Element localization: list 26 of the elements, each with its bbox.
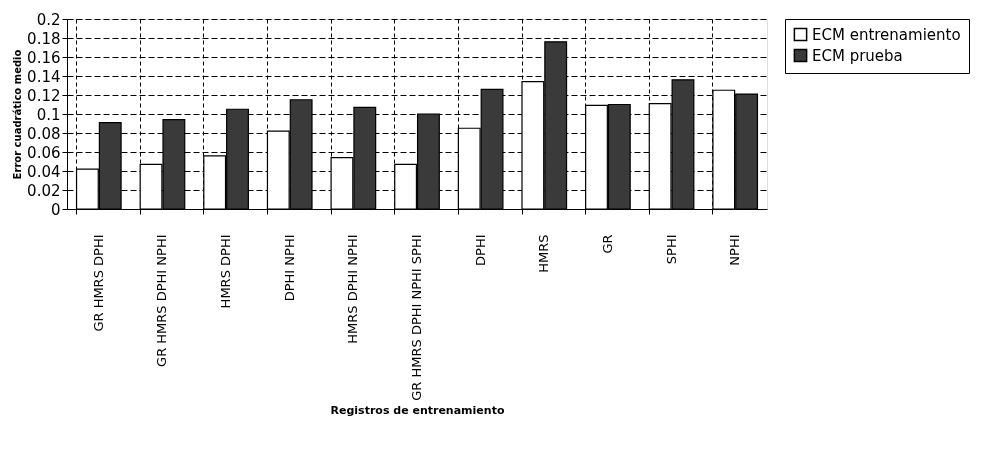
x-tick-label: GR HMRS DPHI <box>90 234 106 332</box>
y-tick-label: 0.04 <box>27 162 61 181</box>
y-tick-label: 0.2 <box>36 10 61 29</box>
x-tick-label: HMRS <box>536 234 552 273</box>
x-tick-label: HMRS DPHI NPHI <box>345 234 361 344</box>
legend-label: ECM prueba <box>812 46 903 65</box>
y-tick-label: 0.18 <box>27 29 61 48</box>
y-tick-label: 0.02 <box>27 181 61 200</box>
x-tick-label: GR <box>599 234 615 254</box>
y-tick-label: 0.16 <box>27 48 61 67</box>
y-tick-label: 0.06 <box>27 143 61 162</box>
y-tick-label: 0.14 <box>27 67 61 86</box>
y-tick-label: 0.08 <box>27 124 61 143</box>
x-tick-label: NPHI <box>727 234 743 266</box>
x-tick-label: DPHI <box>472 234 488 266</box>
x-tick-label: SPHI <box>663 234 679 265</box>
y-axis-title: Error cuadrático medio <box>12 49 24 180</box>
legend-label: ECM entrenamiento <box>812 25 961 44</box>
x-tick-label: HMRS DPHI <box>218 234 234 309</box>
x-tick-label: DPHI NPHI <box>281 234 297 302</box>
y-tick-label: 0.1 <box>36 105 61 124</box>
y-tick-label: 0.12 <box>27 86 61 105</box>
y-tick-label: 0 <box>50 200 61 219</box>
x-axis-title: Registros de entrenamiento <box>330 403 505 417</box>
x-tick-label: GR HMRS DPHI NPHI <box>154 234 170 367</box>
x-tick-label: GR HMRS DPHI NPHI SPHI <box>409 234 424 401</box>
